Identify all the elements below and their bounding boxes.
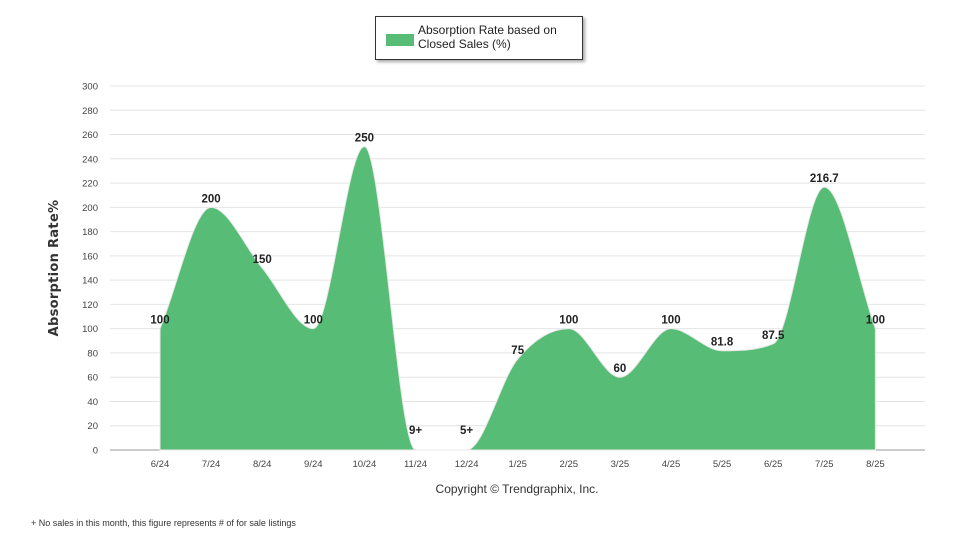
data-label: 100 xyxy=(559,315,578,327)
y-tick-label: 100 xyxy=(82,324,98,335)
legend-label-line1: Absorption Rate based on xyxy=(418,23,557,37)
data-label: 150 xyxy=(253,254,272,266)
data-label: 5+ xyxy=(460,425,473,437)
y-tick-label: 120 xyxy=(82,300,98,311)
data-label: 250 xyxy=(355,133,374,145)
x-tick-label: 2/25 xyxy=(560,459,579,470)
legend-swatch xyxy=(386,34,414,46)
data-label: 100 xyxy=(866,315,885,327)
y-tick-label: 200 xyxy=(82,203,98,214)
y-tick-label: 260 xyxy=(82,130,98,141)
data-label: 100 xyxy=(304,315,323,327)
copyright-text: Copyright © Trendgraphix, Inc. xyxy=(435,482,599,496)
y-tick-label: 80 xyxy=(87,348,98,359)
x-tick-label: 10/24 xyxy=(353,459,377,470)
legend-label-line2: Closed Sales (%) xyxy=(418,37,511,51)
legend-label: Absorption Rate based on Closed Sales (%… xyxy=(418,23,557,51)
data-label: 75 xyxy=(511,345,524,357)
data-label: 216.7 xyxy=(810,173,839,185)
y-tick-label: 140 xyxy=(82,276,98,287)
data-label: 100 xyxy=(661,315,680,327)
x-tick-label: 5/25 xyxy=(713,459,732,470)
footnote-text: + No sales in this month, this figure re… xyxy=(31,518,296,528)
data-label: 87.5 xyxy=(762,330,785,342)
x-tick-label: 7/25 xyxy=(815,459,834,470)
y-tick-label: 20 xyxy=(87,421,98,432)
x-tick-label: 8/25 xyxy=(866,459,885,470)
x-tick-label: 8/24 xyxy=(253,459,272,470)
y-tick-label: 300 xyxy=(82,82,98,93)
y-tick-label: 0 xyxy=(93,446,98,457)
x-tick-label: 11/24 xyxy=(404,459,427,470)
data-label: 81.8 xyxy=(711,337,734,349)
x-tick-label: 12/24 xyxy=(455,459,479,470)
y-tick-label: 280 xyxy=(82,106,98,117)
x-tick-label: 4/25 xyxy=(662,459,681,470)
data-label: 100 xyxy=(150,315,169,327)
y-tick-label: 60 xyxy=(87,373,98,384)
data-label: 200 xyxy=(202,193,221,205)
y-tick-label: 160 xyxy=(82,251,98,262)
y-tick-label: 240 xyxy=(82,154,98,165)
y-tick-label: 40 xyxy=(87,397,98,408)
area-series xyxy=(159,146,876,451)
data-label: 60 xyxy=(614,363,627,375)
chart-legend: Absorption Rate based on Closed Sales (%… xyxy=(375,16,583,60)
data-label: 9+ xyxy=(409,425,422,437)
x-tick-label: 7/24 xyxy=(202,459,221,470)
x-tick-label: 6/25 xyxy=(764,459,783,470)
x-tick-label: 3/25 xyxy=(611,459,630,470)
y-axis-title: Absorption Rate% xyxy=(47,200,62,337)
y-tick-label: 180 xyxy=(82,227,98,238)
x-tick-label: 9/24 xyxy=(304,459,323,470)
x-tick-label: 1/25 xyxy=(508,459,527,470)
x-tick-label: 6/24 xyxy=(151,459,170,470)
y-tick-label: 220 xyxy=(82,179,98,190)
